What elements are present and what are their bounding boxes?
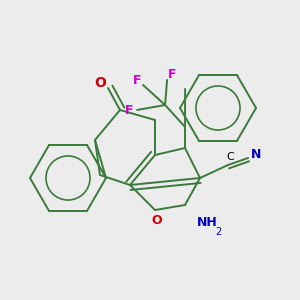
Text: O: O — [152, 214, 162, 226]
Text: F: F — [168, 68, 176, 80]
Text: O: O — [94, 76, 106, 90]
Text: NH: NH — [196, 215, 218, 229]
Text: C: C — [226, 152, 234, 162]
Text: N: N — [251, 148, 261, 160]
Text: F: F — [133, 74, 141, 86]
Text: F: F — [125, 103, 133, 116]
Text: 2: 2 — [215, 227, 221, 237]
